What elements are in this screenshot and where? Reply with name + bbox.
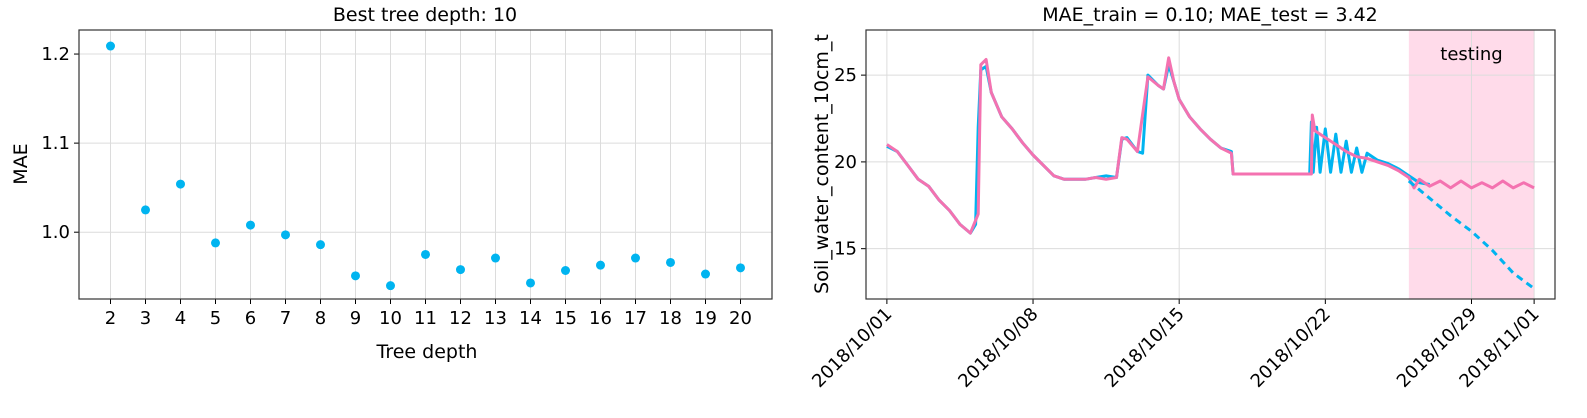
- depth-chart-points: [106, 41, 745, 291]
- depth-chart-frame: [78, 29, 773, 300]
- data-point: [596, 260, 605, 270]
- data-point: [526, 278, 535, 288]
- soil-chart: 2018/10/01 2018/10/08 2018/10/15 2018/10/22…: [808, 4, 1556, 392]
- x-tick-label: 9: [350, 308, 361, 329]
- soil-chart-frame: [865, 29, 1556, 300]
- data-point: [176, 179, 185, 189]
- series-line-1: [886, 63, 1430, 235]
- x-tick-label: 3: [140, 308, 151, 329]
- x-tick-label: 13: [484, 308, 507, 329]
- testing-region-label: testing: [1440, 44, 1502, 65]
- x-tick-label: 2018/10/08: [954, 304, 1042, 392]
- data-point: [456, 265, 465, 275]
- data-point: [211, 238, 220, 248]
- data-point: [246, 220, 255, 230]
- y-tick-label: 1.1: [41, 133, 70, 154]
- x-tick-label: 5: [210, 308, 221, 329]
- soil-chart-title: MAE_train = 0.10; MAE_test = 3.42: [1042, 4, 1378, 26]
- x-tick-label: 14: [519, 308, 542, 329]
- x-tick-label: 2018/10/01: [808, 304, 896, 392]
- depth-chart-xlabel: Tree depth: [376, 341, 478, 363]
- series-line-2: [886, 56, 1535, 235]
- x-tick-label: 2018/10/22: [1247, 304, 1335, 392]
- data-point: [421, 249, 430, 259]
- y-tick-label: 1.2: [41, 44, 70, 65]
- x-tick-label: 12: [449, 308, 472, 329]
- x-tick-label: 15: [554, 308, 577, 329]
- depth-chart-ylabel: MAE: [10, 143, 32, 184]
- y-tick-label: 20: [834, 152, 857, 173]
- x-tick-label: 7: [280, 308, 291, 329]
- x-tick-label: 4: [175, 308, 186, 329]
- x-tick-label: 10: [379, 308, 402, 329]
- y-tick-label: 25: [834, 65, 857, 86]
- x-tick-label: 6: [245, 308, 256, 329]
- data-point: [666, 257, 675, 267]
- x-tick-label: 17: [624, 308, 647, 329]
- data-point: [701, 269, 710, 279]
- data-point: [141, 205, 150, 215]
- data-point: [561, 265, 570, 275]
- data-point: [386, 281, 395, 291]
- data-point: [106, 41, 115, 51]
- data-point: [351, 271, 360, 281]
- x-tick-label: 2: [105, 308, 116, 329]
- data-point: [631, 253, 640, 263]
- data-point: [316, 240, 325, 250]
- soil-chart-series: [886, 56, 1535, 290]
- soil-chart-ylabel: Soil_water_content_10cm_t: [811, 34, 833, 294]
- data-point: [736, 263, 745, 273]
- depth-chart-ticks: 2 3 4 5 6 7 8 9 10 11 12 13 14 15 16 17 18 19 20 1.0 1.1 1.2: [41, 44, 752, 329]
- x-tick-label: 2018/10/15: [1101, 304, 1189, 392]
- y-tick-label: 1.0: [41, 222, 70, 243]
- x-tick-label: 16: [589, 308, 612, 329]
- x-tick-label: 8: [315, 308, 326, 329]
- y-tick-label: 15: [834, 239, 857, 260]
- x-tick-label: 18: [659, 308, 682, 329]
- data-point: [491, 253, 500, 263]
- depth-chart-title: Best tree depth: 10: [333, 4, 517, 26]
- x-tick-label: 20: [729, 308, 752, 329]
- depth-chart: 2 3 4 5 6 7 8 9 10 11 12 13 14 15 16 17 18 19 201.01.11.2 …: [10, 4, 773, 363]
- depth-chart-grid: [79, 30, 772, 299]
- series-line-3: [1407, 179, 1535, 290]
- x-tick-label: 11: [414, 308, 437, 329]
- data-point: [281, 230, 290, 240]
- x-tick-label: 19: [694, 308, 717, 329]
